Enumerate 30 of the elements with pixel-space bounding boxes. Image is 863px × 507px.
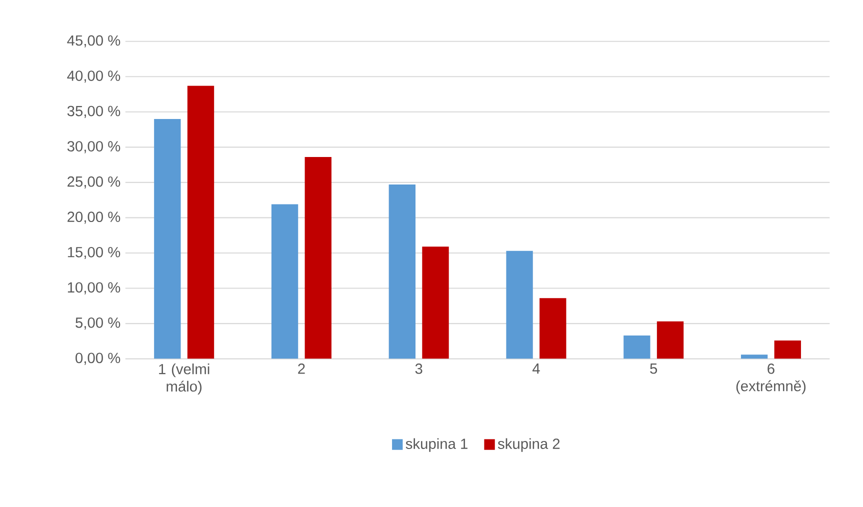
bar xyxy=(154,119,181,359)
x-tick-label: 4 xyxy=(532,364,540,374)
bar xyxy=(388,184,416,359)
bar xyxy=(540,298,566,359)
bar xyxy=(271,204,298,359)
y-tick-label: 15,00 % xyxy=(68,247,120,260)
x-tick-label: 5 xyxy=(650,364,658,374)
y-tick-label: 25,00 % xyxy=(68,176,120,189)
y-tick-label: 10,00 % xyxy=(68,282,120,294)
bar xyxy=(656,321,684,359)
x-tick-label: 6 (extrémně) xyxy=(736,364,806,394)
bar xyxy=(774,340,801,359)
y-tick-label: 30,00 % xyxy=(67,141,120,154)
bar xyxy=(304,157,332,359)
x-tick-label: 2 xyxy=(298,364,305,374)
bar xyxy=(740,354,768,359)
bar xyxy=(506,250,533,359)
y-tick-label: 20,00 % xyxy=(68,212,120,224)
bar xyxy=(422,246,449,359)
y-tick-label: 5,00 % xyxy=(76,318,120,330)
x-tick-label: 3 xyxy=(415,364,422,374)
y-tick-label: 40,00 % xyxy=(67,70,120,83)
legend-label: skupina 1 xyxy=(406,438,468,452)
x-tick-label: 1 (velmi málo) xyxy=(159,364,210,395)
bar xyxy=(624,336,650,359)
y-tick-label: 0,00 % xyxy=(76,352,120,365)
y-tick-label: 35,00 % xyxy=(67,106,120,118)
bar xyxy=(187,86,214,359)
legend-label: skupina 2 xyxy=(498,438,560,452)
y-tick-label: 45,00 % xyxy=(67,35,120,48)
